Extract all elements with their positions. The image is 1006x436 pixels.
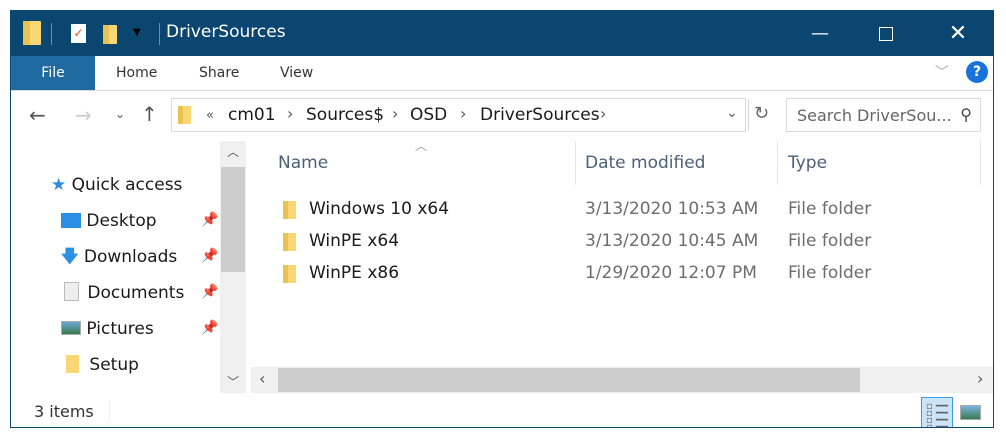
- address-dropdown-icon[interactable]: ⌄: [726, 105, 738, 121]
- file-list: ︿ Name Date modified Type Windows 10 x64…: [249, 139, 993, 393]
- horizontal-scrollbar[interactable]: ‹ ›: [251, 367, 993, 393]
- tab-view[interactable]: View: [280, 65, 314, 81]
- pin-icon: 📌: [201, 212, 219, 228]
- customize-dropdown-icon[interactable]: ▼: [133, 27, 141, 38]
- scroll-down-icon[interactable]: ﹀: [227, 375, 240, 389]
- folder-icon: [23, 21, 41, 45]
- column-date-modified[interactable]: Date modified: [585, 153, 706, 173]
- table-row[interactable]: WinPE x86 1/29/2020 12:07 PM File folder: [249, 259, 993, 289]
- nav-quick-access[interactable]: ★ Quick access: [51, 175, 183, 195]
- new-folder-icon[interactable]: [103, 25, 117, 44]
- forward-button[interactable]: →: [75, 103, 92, 127]
- pictures-icon: [61, 321, 81, 335]
- details-view-button[interactable]: ▫ ━━ ▫ ━━ ▫ ━━ ▫ ━━: [921, 397, 953, 427]
- tab-file[interactable]: File: [11, 56, 95, 90]
- column-type[interactable]: Type: [788, 153, 828, 173]
- crumb-sources[interactable]: Sources$: [306, 105, 385, 125]
- folder-icon: [283, 233, 296, 251]
- tab-share[interactable]: Share: [199, 65, 240, 81]
- nav-desktop[interactable]: Desktop: [61, 206, 157, 236]
- properties-icon[interactable]: ✓: [71, 24, 86, 43]
- crumb-osd[interactable]: OSD: [410, 105, 448, 125]
- search-icon: ⚲: [960, 105, 972, 124]
- search-input[interactable]: Search DriverSou... ⚲: [786, 98, 981, 132]
- download-icon: 🡇: [61, 247, 79, 267]
- recent-locations-icon[interactable]: ⌄: [115, 107, 126, 121]
- table-row[interactable]: WinPE x64 3/13/2020 10:45 AM File folder: [249, 227, 993, 257]
- refresh-icon[interactable]: ↻: [754, 103, 770, 124]
- navigation-pane: ★ Quick access Desktop 🡇 Downloads Docum…: [11, 141, 246, 393]
- table-row[interactable]: Windows 10 x64 3/13/2020 10:53 AM File fol…: [249, 195, 993, 225]
- folder-icon: [66, 355, 79, 373]
- explorer-window: ✓ ▼ DriverSources — ✕ File Home Share Vi…: [10, 10, 994, 428]
- minimize-icon[interactable]: —: [811, 23, 829, 44]
- sort-indicator-icon: ︿: [415, 139, 428, 153]
- scroll-right-icon[interactable]: ›: [977, 369, 984, 388]
- item-count: 3 items: [34, 402, 94, 421]
- overflow-crumb[interactable]: «: [206, 108, 214, 123]
- folder-icon: [283, 201, 296, 219]
- scroll-thumb[interactable]: [278, 368, 860, 392]
- column-name[interactable]: Name: [278, 153, 329, 173]
- nav-pictures[interactable]: Pictures: [61, 314, 154, 344]
- window-title: DriverSources: [166, 22, 286, 42]
- pin-icon: 📌: [201, 284, 219, 300]
- nav-downloads[interactable]: 🡇 Downloads: [61, 247, 178, 267]
- nav-vertical-scrollbar[interactable]: ︿ ﹀: [220, 141, 246, 393]
- maximize-icon[interactable]: [863, 11, 909, 56]
- scroll-left-icon[interactable]: ‹: [259, 369, 266, 388]
- crumb-cm01[interactable]: cm01: [228, 105, 276, 125]
- close-icon[interactable]: ✕: [948, 21, 968, 46]
- title-bar: ✓ ▼ DriverSources — ✕: [11, 11, 993, 56]
- back-button[interactable]: ←: [29, 103, 46, 127]
- up-button[interactable]: ↑: [141, 102, 158, 126]
- status-bar: 3 items ▫ ━━ ▫ ━━ ▫ ━━ ▫ ━━: [11, 393, 993, 427]
- star-icon: ★: [51, 175, 67, 195]
- large-icons-view-button[interactable]: [960, 405, 981, 420]
- nav-documents[interactable]: Documents: [61, 278, 184, 308]
- folder-icon: [178, 106, 191, 124]
- expand-ribbon-icon[interactable]: ﹀: [935, 65, 949, 81]
- pin-icon: 📌: [201, 248, 219, 264]
- nav-setup[interactable]: Setup: [61, 350, 139, 380]
- folder-icon: [283, 265, 296, 283]
- scroll-thumb[interactable]: [221, 167, 245, 272]
- help-icon[interactable]: ?: [966, 61, 988, 83]
- address-bar[interactable]: « cm01 › Sources$ › OSD › DriverSources …: [171, 98, 769, 132]
- ribbon-tabs: File Home Share View ﹀ ?: [11, 56, 993, 91]
- desktop-icon: [61, 213, 81, 228]
- pin-icon: 📌: [201, 320, 219, 336]
- scroll-up-icon[interactable]: ︿: [227, 145, 240, 159]
- crumb-driversources[interactable]: DriverSources: [480, 105, 600, 125]
- tab-home[interactable]: Home: [116, 65, 158, 81]
- documents-icon: [64, 282, 79, 301]
